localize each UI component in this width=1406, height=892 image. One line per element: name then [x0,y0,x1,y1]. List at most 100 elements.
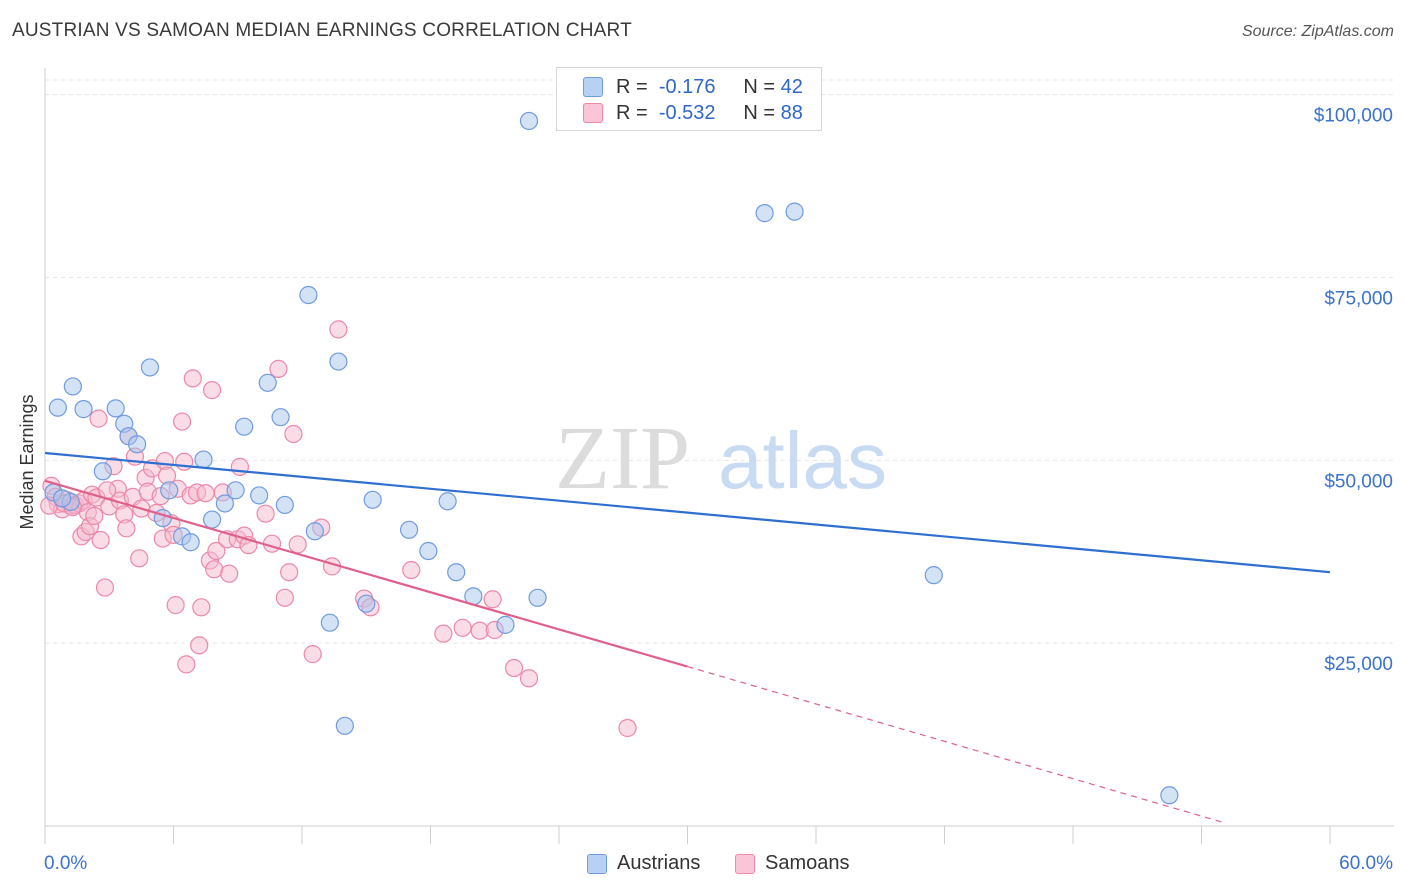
austrians-swatch [583,77,603,97]
samoan-point [453,618,472,637]
samoans-swatch [583,103,603,123]
legend-item-samoans[interactable]: Samoans [735,852,850,875]
y-tick-label: $75,000 [1324,288,1393,309]
austrian-point [438,492,457,511]
austrian-point [924,566,943,585]
austrian-point [63,377,82,396]
samoan-point [434,624,453,643]
trend-lines [44,451,1331,823]
samoan-point [205,560,224,579]
austrians-legend-swatch [587,853,607,874]
austrian-point [399,520,419,539]
legend-r-label: R = [616,101,648,124]
austrian-point [335,716,354,735]
samoan-point [618,718,637,738]
y-axis-label: Median Earnings [17,394,37,529]
legend-label-samoans: Samoans [765,852,850,874]
austrian-point [140,358,160,377]
austrian-point [202,510,222,529]
samoan-point [288,535,307,554]
stats-legend: R = -0.176 N = 42 R = -0.532 N = 88 [556,67,822,131]
legend-item-austrians[interactable]: Austrians [587,852,700,875]
x-tick-label-min: 0.0% [44,853,87,874]
austrian-point [1160,786,1179,805]
austrian-point [250,486,269,505]
samoan-point [117,519,136,538]
legend-r-label: R = [616,75,648,98]
series-legend: Austrians Samoans [0,852,1406,878]
samoan-point [85,506,104,525]
samoan-point [269,359,288,378]
austrian-point [305,522,324,541]
austrian-point [226,481,245,500]
samoan-point [483,590,502,609]
legend-r-value: -0.532 [658,101,716,124]
austrian-point [519,111,539,131]
samoan-point [177,655,196,674]
austrians-trend-line [44,451,1331,574]
samoan-point [190,636,209,655]
samoan-point [172,412,192,431]
austrian-point [181,533,200,552]
samoan-point [183,369,202,388]
axes [44,68,1394,844]
samoan-point [207,541,226,561]
y-tick-labels: $25,000 $50,000 $75,000 $100,000 [1314,106,1393,676]
austrian-point [363,490,382,509]
austrian-point [496,615,515,634]
austrian-point [785,202,804,221]
y-tick-label: $100,000 [1314,106,1393,127]
austrian-point [320,613,339,632]
legend-n-value: 42 [780,75,803,98]
samoan-point [504,658,524,678]
legend-row-samoans: R = -0.532 N = 88 [583,101,803,125]
x-tick-label-max: 60.0% [1339,853,1393,874]
chart-title: AUSTRIAN VS SAMOAN MEDIAN EARNINGS CORRE… [12,20,632,41]
austrian-point [194,450,213,469]
samoan-point [175,452,194,471]
austrian-point [419,541,438,561]
y-tick-label: $25,000 [1324,654,1393,675]
austrian-point [48,398,67,417]
austrian-point [74,400,93,419]
samoan-point [329,320,348,339]
samoan-point [91,530,110,550]
samoan-point [402,560,421,580]
samoan-point [280,563,299,582]
samoan-point [220,564,239,583]
y-tick-label: $50,000 [1324,471,1393,492]
samoan-point [202,381,222,400]
austrian-point [235,417,254,436]
samoans-trend-extension [687,665,1224,823]
samoan-point [130,549,149,568]
samoan-point [196,484,215,503]
samoan-point [89,409,108,428]
austrian-point [271,408,290,427]
source-note: Source: ZipAtlas.com [1241,23,1394,40]
samoan-point [192,598,211,617]
austrian-point [357,594,376,613]
x-tick-labels: 0.0% 60.0% [44,853,1393,874]
austrian-point [53,489,72,508]
austrian-point [755,204,774,223]
legend-label-austrians: Austrians [617,852,701,874]
legend-n-label: N = [743,75,776,98]
legend-n-value: 88 [780,101,803,124]
samoan-point [303,645,322,664]
watermark-zip: ZIP [555,409,690,508]
austrian-point [447,563,466,582]
austrian-point [106,399,125,418]
austrian-point [299,285,318,305]
legend-n-label: N = [743,101,776,124]
austrian-point [215,494,234,513]
watermark-atlas: atlas [718,416,887,505]
samoan-point [95,578,115,597]
samoans-trend-line [44,479,688,668]
austrian-point [127,435,147,454]
legend-row-austrians: R = -0.176 N = 42 [583,75,803,99]
legend-r-value: -0.176 [658,75,716,98]
austrian-point [160,481,179,500]
austrian-point [528,588,547,607]
samoan-point [166,596,185,615]
